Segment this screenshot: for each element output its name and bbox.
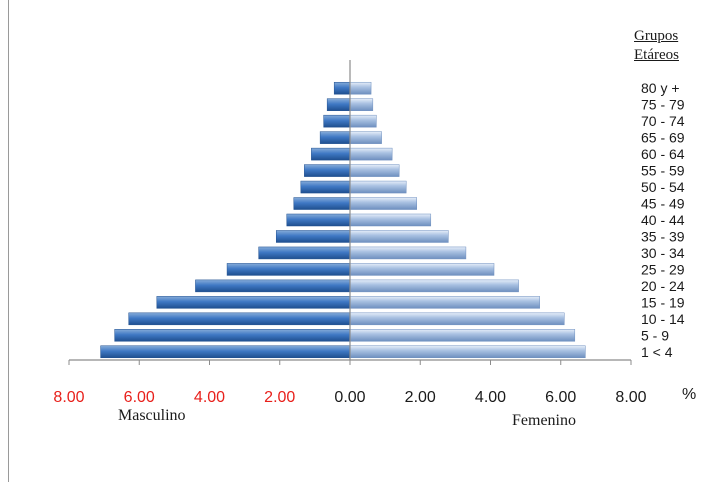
bar-femenino-70-74	[349, 114, 377, 128]
bar-femenino-35-39	[349, 230, 449, 243]
bar-masculino-55-59	[304, 164, 351, 177]
bar-femenino-55-59	[349, 164, 400, 177]
age-group-label: 50 - 54	[641, 179, 685, 195]
bar-masculino-65-69	[319, 131, 351, 144]
bar-masculino-20-24	[195, 279, 351, 293]
x-tick-label: 4.00	[475, 389, 506, 406]
bar-femenino-25-29	[349, 263, 495, 276]
age-group-label: 45 - 49	[641, 196, 685, 212]
x-tick-label: 8.00	[53, 389, 84, 406]
frame-left-border	[8, 0, 9, 482]
age-group-label: 35 - 39	[641, 228, 685, 244]
xlabel-femenino: Femenino	[512, 412, 576, 429]
bar-masculino-40-44	[286, 213, 351, 227]
bar-masculino-30-34	[258, 246, 351, 260]
age-group-label: 10 - 14	[641, 311, 685, 327]
bar-femenino-20-24	[349, 279, 519, 293]
bar-femenino-30-34	[349, 246, 467, 260]
age-group-label: 1 < 4	[641, 344, 673, 360]
bar-femenino-40-44	[349, 213, 432, 227]
x-tick-label: 0.00	[334, 389, 365, 406]
bar-masculino-25-29	[226, 263, 351, 276]
age-group-label: 30 - 34	[641, 245, 685, 261]
x-tick-label: 2.00	[264, 389, 295, 406]
unit-label: %	[682, 386, 696, 403]
bar-femenino-65-69	[349, 131, 382, 144]
x-tick-label: 4.00	[194, 389, 225, 406]
bar-masculino-60-64	[311, 147, 351, 161]
bar-femenino-15-19	[349, 296, 540, 309]
bar-femenino-45-49	[349, 197, 417, 210]
legend-title-line-2: Etáreos	[634, 47, 679, 63]
bar-masculino-35-39	[275, 230, 351, 243]
bar-femenino-1-4	[349, 345, 586, 359]
bar-masculino-70-74	[323, 114, 351, 128]
bar-masculino-5-9	[114, 329, 351, 342]
bar-femenino-5-9	[349, 329, 576, 342]
age-group-label: 15 - 19	[641, 294, 685, 310]
age-group-label: 60 - 64	[641, 146, 685, 162]
x-tick-label: 8.00	[615, 389, 646, 406]
legend-title-line-1: Grupos	[634, 28, 679, 44]
x-tick-label: 2.00	[405, 389, 436, 406]
age-group-label: 75 - 79	[641, 97, 685, 113]
age-group-label: 65 - 69	[641, 130, 685, 146]
bar-masculino-10-14	[128, 312, 351, 326]
age-group-label: 55 - 59	[641, 163, 685, 179]
bar-masculino-15-19	[156, 296, 351, 309]
bar-femenino-10-14	[349, 312, 565, 326]
x-tick-label: 6.00	[545, 389, 576, 406]
age-group-label: 25 - 29	[641, 261, 685, 277]
bar-femenino-75-79	[349, 98, 374, 111]
bar-femenino-50-54	[349, 180, 407, 194]
age-group-label: 40 - 44	[641, 212, 685, 228]
bar-masculino-75-79	[326, 98, 351, 111]
age-group-label: 70 - 74	[641, 113, 685, 129]
bar-femenino-60-64	[349, 147, 393, 161]
xlabel-masculino: Masculino	[118, 407, 186, 424]
x-tick-label: 6.00	[124, 389, 155, 406]
bar-masculino-45-49	[293, 197, 351, 210]
age-group-label: 20 - 24	[641, 278, 685, 294]
age-group-label: 80 y +	[641, 80, 680, 96]
age-group-label: 5 - 9	[641, 327, 669, 343]
bar-femenino-80-y	[349, 81, 372, 95]
bar-masculino-80-y	[333, 81, 351, 95]
bar-masculino-1-4	[100, 345, 351, 359]
bar-masculino-50-54	[300, 180, 351, 194]
